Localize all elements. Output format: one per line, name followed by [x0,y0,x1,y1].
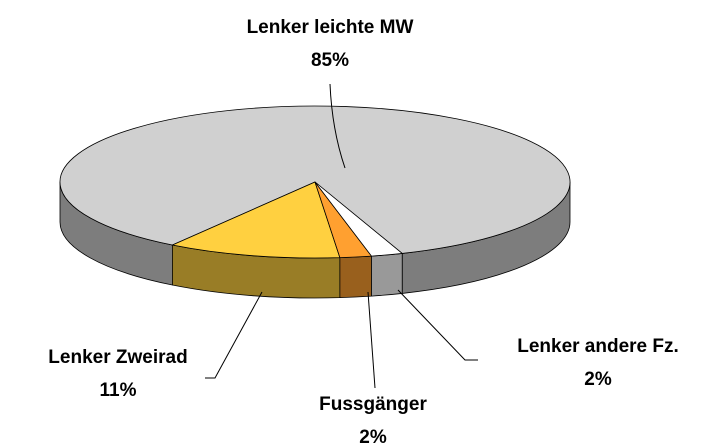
pie-slice [314,181,404,257]
slice-value-label: 2% [584,369,612,390]
slice-label: Lenker Zweirad [48,347,187,368]
slice-label: Lenker leichte MW [247,17,414,38]
leader-line [329,83,346,169]
slice-label: Fussgänger [319,394,427,415]
leader-line [205,291,263,379]
pie-side [339,255,372,299]
leader-line [397,289,478,361]
leader-line [367,291,376,389]
pie-slice [171,181,341,259]
slice-value-label: 2% [359,427,387,444]
slice-value-label: 85% [311,50,349,71]
slice-label: Lenker andere Fz. [517,336,679,357]
slice-value-label: 11% [100,380,137,401]
pie-slice [59,105,571,254]
pie-side [371,252,403,297]
